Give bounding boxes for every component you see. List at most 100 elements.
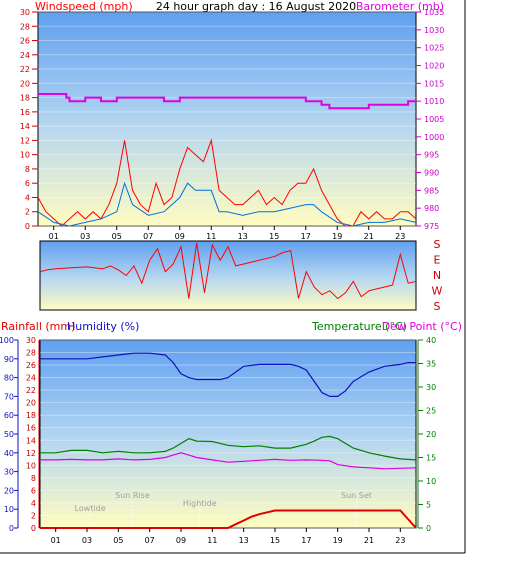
hour-tick-label: 07 bbox=[143, 232, 153, 241]
humidity-tick-label: 80 bbox=[4, 374, 14, 383]
hour-tick-label: 01 bbox=[51, 536, 61, 545]
temp-tick-label: 35 bbox=[426, 360, 436, 369]
humidity-tick-label: 0 bbox=[9, 524, 14, 533]
wind-tick-label: 26 bbox=[20, 37, 30, 46]
wind-tick-label: 6 bbox=[25, 179, 30, 188]
wind-tick-label: 28 bbox=[20, 22, 30, 31]
hour-tick-label: 03 bbox=[82, 536, 92, 545]
wind-tick-label: 12 bbox=[20, 136, 30, 145]
hour-tick-label: 13 bbox=[239, 536, 249, 545]
temperature-line bbox=[40, 435, 417, 461]
humidity-tick-label: 50 bbox=[4, 430, 14, 439]
hour-tick-label: 19 bbox=[332, 232, 342, 241]
baro-tick-label: 1005 bbox=[424, 115, 444, 124]
rain-tick-label: 20 bbox=[26, 399, 36, 408]
humidity-axis-label: Humidity (%) bbox=[67, 320, 139, 333]
direction-tick-label: N bbox=[433, 269, 441, 282]
wind-tick-label: 30 bbox=[20, 8, 30, 17]
barometer-line bbox=[38, 93, 416, 110]
chart-title: 24 hour graph day : 16 August 2020 bbox=[156, 0, 356, 13]
hour-tick-label: 05 bbox=[112, 232, 122, 241]
wind-tick-label: 10 bbox=[20, 151, 30, 160]
wind-tick-label: 4 bbox=[25, 193, 30, 202]
direction-tick-label: S bbox=[434, 300, 441, 313]
direction-tick-label: E bbox=[434, 254, 441, 267]
rain-tick-label: 10 bbox=[26, 461, 36, 470]
rain-tick-label: 0 bbox=[31, 524, 36, 533]
hour-tick-label: 11 bbox=[206, 232, 216, 241]
windspeed-axis-label: Windspeed (mph) bbox=[35, 0, 133, 13]
humidity-tick-label: 70 bbox=[4, 392, 14, 401]
humidity-tick-label: 60 bbox=[4, 411, 14, 420]
baro-tick-label: 995 bbox=[424, 151, 439, 160]
temp-hum-rain-plot-area bbox=[39, 339, 417, 529]
direction-tick-label: S bbox=[434, 238, 441, 251]
hour-tick-label: 03 bbox=[80, 232, 90, 241]
hour-tick-label: 09 bbox=[176, 536, 186, 545]
wind-tick-label: 0 bbox=[25, 222, 30, 231]
rain-tick-label: 8 bbox=[31, 474, 36, 483]
baro-tick-label: 975 bbox=[424, 222, 439, 231]
wind-tick-label: 14 bbox=[20, 122, 30, 131]
rainfall-axis-label: Rainfall (mm) bbox=[1, 320, 75, 333]
rain-tick-label: 30 bbox=[26, 336, 36, 345]
event-annotation: Hightide bbox=[183, 499, 217, 508]
humidity-tick-label: 40 bbox=[4, 449, 14, 458]
wind-baro-plot-area bbox=[37, 11, 417, 227]
hour-tick-label: 15 bbox=[270, 536, 280, 545]
rain-tick-label: 14 bbox=[26, 436, 36, 445]
temp-tick-label: 40 bbox=[426, 336, 436, 345]
temp-tick-label: 10 bbox=[426, 477, 436, 486]
wind-tick-label: 16 bbox=[20, 108, 30, 117]
temp-hum-rain-chart: Rainfall (mm) Humidity (%) Temperature (… bbox=[0, 320, 462, 545]
wind-tick-label: 22 bbox=[20, 65, 30, 74]
rain-tick-label: 28 bbox=[26, 349, 36, 358]
hour-tick-label: 23 bbox=[395, 232, 405, 241]
dewpoint-axis-label: Dew Point (°C) bbox=[382, 320, 462, 333]
baro-tick-label: 1015 bbox=[424, 79, 444, 88]
hour-tick-label: 21 bbox=[364, 232, 374, 241]
rainfall-line bbox=[40, 509, 417, 529]
baro-tick-label: 985 bbox=[424, 186, 439, 195]
barometer-axis-label: Barometer (mb) bbox=[356, 0, 444, 13]
temp-tick-label: 25 bbox=[426, 407, 436, 416]
temp-tick-label: 30 bbox=[426, 383, 436, 392]
humidity-tick-label: 20 bbox=[4, 486, 14, 495]
rain-tick-label: 12 bbox=[26, 449, 36, 458]
hour-tick-label: 07 bbox=[145, 536, 155, 545]
baro-tick-label: 1020 bbox=[424, 62, 444, 71]
baro-tick-label: 1030 bbox=[424, 26, 444, 35]
wind-direction-line bbox=[39, 242, 417, 300]
event-annotation: Sun Rise bbox=[115, 491, 150, 500]
direction-tick-label: W bbox=[432, 285, 443, 298]
hour-tick-label: 01 bbox=[49, 232, 59, 241]
wind-tick-label: 18 bbox=[20, 94, 30, 103]
baro-tick-label: 1010 bbox=[424, 97, 444, 106]
temp-tick-label: 15 bbox=[426, 454, 436, 463]
hour-tick-label: 13 bbox=[238, 232, 248, 241]
hour-tick-label: 05 bbox=[113, 536, 123, 545]
humidity-tick-label: 10 bbox=[4, 505, 14, 514]
wind-tick-label: 8 bbox=[25, 165, 30, 174]
wind-tick-label: 2 bbox=[25, 208, 30, 217]
event-annotation: Sun Set bbox=[341, 491, 372, 500]
hour-tick-label: 17 bbox=[301, 536, 311, 545]
humidity-line bbox=[40, 352, 416, 397]
wind-direction-plot-area bbox=[39, 240, 417, 311]
event-annotation: Lowtide bbox=[75, 504, 106, 513]
hour-tick-label: 21 bbox=[364, 536, 374, 545]
humidity-tick-label: 30 bbox=[4, 468, 14, 477]
wind-tick-label: 20 bbox=[20, 79, 30, 88]
rain-tick-label: 2 bbox=[31, 511, 36, 520]
hour-tick-label: 09 bbox=[175, 232, 185, 241]
wind-tick-label: 24 bbox=[20, 51, 30, 60]
rain-tick-label: 6 bbox=[31, 486, 36, 495]
rain-tick-label: 4 bbox=[31, 499, 36, 508]
baro-tick-label: 990 bbox=[424, 169, 439, 178]
rain-tick-label: 24 bbox=[26, 374, 36, 383]
baro-tick-label: 1000 bbox=[424, 133, 444, 142]
rain-tick-label: 18 bbox=[26, 411, 36, 420]
